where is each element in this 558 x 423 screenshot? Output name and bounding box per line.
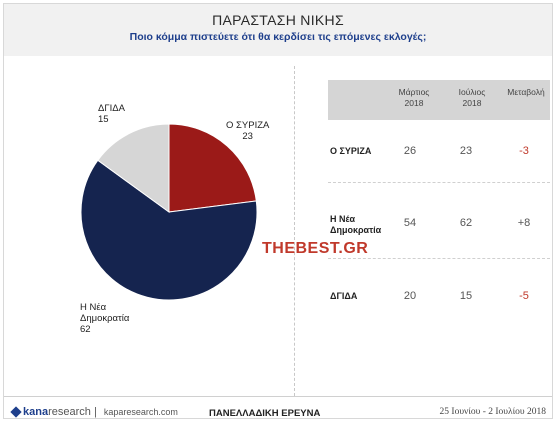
pie-slice-syriza	[168, 123, 257, 213]
watermark-part-2: BEST.GR	[295, 240, 369, 257]
col-header-change-1: Μεταβολή	[507, 87, 545, 97]
footer-logo: kanaresearch | kaparesearch.com	[10, 406, 178, 418]
row-separator	[328, 182, 550, 183]
pie-label-nd: Η Νέα Δημοκρατία 62	[80, 302, 129, 335]
slide-frame: ΠΑΡΑΣΤΑΣΗ ΝΙΚΗΣ Ποιο κόμμα πιστεύετε ότι…	[3, 3, 553, 419]
cell-syriza-march: 26	[403, 145, 417, 157]
header-band: ΠΑΡΑΣΤΑΣΗ ΝΙΚΗΣ Ποιο κόμμα πιστεύετε ότι…	[4, 4, 552, 56]
row-label-nd-1: Η Νέα	[330, 214, 356, 224]
cell-dgida-july: 15	[459, 290, 473, 302]
footer-survey-label: ΠΑΝΕΛΛΑΔΙΚΗ ΕΡΕΥΝΑ	[209, 408, 321, 419]
col-header-july-1: Ιούλιος	[458, 87, 486, 97]
divider	[294, 66, 295, 396]
col-header-march-1: Μάρτιος	[398, 87, 430, 97]
cell-syriza-july: 23	[459, 145, 473, 157]
watermark-part-1: THE	[262, 240, 296, 257]
row-label-nd-2: Δημοκρατία	[330, 225, 382, 235]
pie-label-syriza: Ο ΣΥΡΙΖΑ 23	[226, 120, 269, 142]
logo-brand-suffix: research	[48, 406, 91, 418]
row-label-dgida: ΔΓΙΔΑ	[330, 291, 358, 301]
page-subtitle: Ποιο κόμμα πιστεύετε ότι θα κερδίσει τις…	[129, 31, 427, 43]
pie-label-dgida-value: 15	[98, 114, 109, 125]
col-header-july: Ιούλιος 2018	[448, 87, 496, 109]
row-label-nd: Η Νέα Δημοκρατία	[330, 214, 381, 236]
kapa-logo-icon	[10, 406, 22, 418]
page-title: ΠΑΡΑΣΤΑΣΗ ΝΙΚΗΣ	[212, 12, 344, 28]
row-separator	[328, 258, 550, 259]
cell-nd-july: 62	[459, 217, 473, 229]
cell-nd-march: 54	[403, 217, 417, 229]
cell-syriza-change: -3	[519, 145, 529, 157]
pie-label-nd-name-2: Δημοκρατία	[80, 313, 130, 324]
footer-divider	[4, 396, 552, 397]
cell-dgida-change: -5	[519, 290, 529, 302]
pie-chart	[80, 123, 258, 301]
watermark: THEBEST.GR	[262, 240, 368, 258]
pie-label-nd-value: 62	[80, 324, 91, 335]
pie-label-syriza-name: Ο ΣΥΡΙΖΑ	[226, 120, 270, 131]
logo-separator: |	[93, 406, 97, 418]
col-header-march-2: 2018	[404, 98, 424, 108]
pie-label-nd-name-1: Η Νέα	[80, 302, 107, 313]
cell-nd-change: +8	[517, 217, 531, 229]
footer-url: kaparesearch.com	[103, 407, 178, 417]
pie-label-dgida: ΔΓΙΔΑ 15	[98, 103, 125, 125]
pie-slice-nd	[80, 159, 258, 301]
col-header-july-2: 2018	[462, 98, 482, 108]
pie-label-dgida-name: ΔΓΙΔΑ	[98, 103, 125, 114]
pie-label-syriza-value: 23	[242, 131, 253, 142]
logo-brand-prefix: kana	[23, 406, 49, 418]
row-label-syriza: Ο ΣΥΡΙΖΑ	[330, 146, 372, 156]
col-header-change: Μεταβολή	[502, 87, 550, 98]
footer-date: 25 Ιουνίου - 2 Ιουλίου 2018	[439, 407, 546, 417]
col-header-march: Μάρτιος 2018	[390, 87, 438, 109]
table-header: Μάρτιος 2018 Ιούλιος 2018 Μεταβολή	[328, 80, 550, 120]
pie-slice-dgida	[97, 123, 170, 213]
cell-dgida-march: 20	[403, 290, 417, 302]
